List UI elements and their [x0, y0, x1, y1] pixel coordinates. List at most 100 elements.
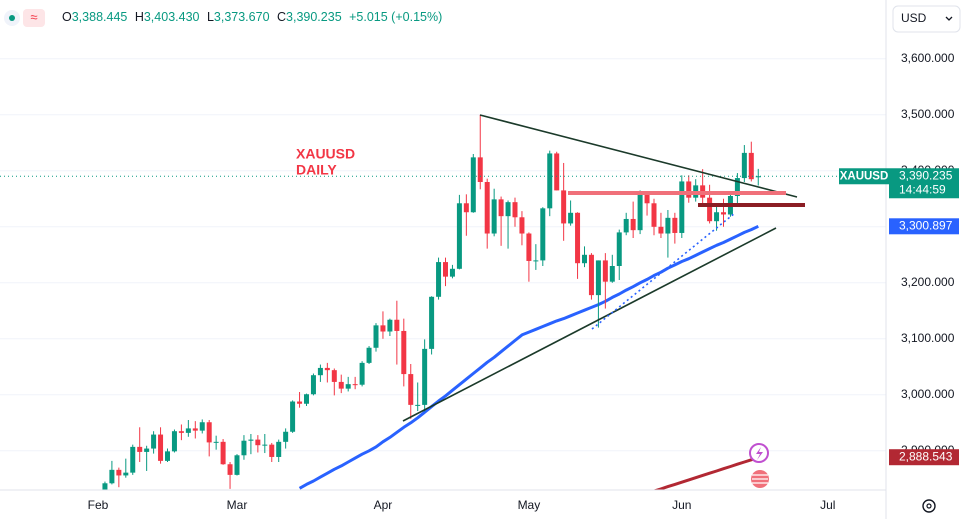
- candle-body: [512, 202, 518, 218]
- candle-body: [317, 367, 323, 376]
- candle-body: [679, 181, 685, 233]
- candle-body: [470, 157, 476, 213]
- dotted-trend: [591, 212, 736, 330]
- candle-body: [297, 401, 303, 404]
- candle-body: [609, 266, 615, 282]
- candle-body: [206, 422, 212, 443]
- candle-body: [755, 176, 761, 178]
- candle-body: [707, 197, 713, 222]
- candle-body: [171, 431, 177, 452]
- candle-body: [540, 208, 546, 261]
- moving-average: [298, 224, 759, 490]
- candle-body: [686, 181, 692, 198]
- candle-body: [220, 441, 226, 465]
- candle-body: [130, 446, 136, 473]
- candle-body: [116, 469, 122, 476]
- candle-body: [137, 446, 143, 452]
- currency: USD: [901, 11, 927, 25]
- last-price-tag: [889, 168, 959, 199]
- candle-body: [721, 212, 726, 215]
- candle-body: [102, 483, 108, 490]
- candle-body: [269, 444, 275, 457]
- candle-body: [290, 401, 296, 432]
- annotation: DAILY: [296, 162, 337, 178]
- candle-body: [588, 254, 594, 296]
- candle-body: [665, 217, 671, 234]
- candle-body: [255, 439, 261, 446]
- candle-body: [429, 296, 435, 349]
- x-tick-label: May: [518, 498, 541, 512]
- moving-average: [653, 455, 759, 490]
- candle-body: [158, 434, 164, 461]
- countdown-text: 14:44:59: [899, 182, 946, 196]
- currency-select[interactable]: [892, 5, 961, 33]
- candle-body: [283, 431, 289, 442]
- badge[interactable]: [23, 9, 45, 27]
- candle-body: [582, 254, 587, 264]
- legend-key: L: [207, 10, 214, 24]
- legend-value: 3,388.445: [72, 10, 128, 24]
- legend-key: C: [277, 10, 286, 24]
- candle-body: [602, 260, 608, 282]
- candle-body: [519, 217, 525, 234]
- candle-body: [491, 199, 497, 234]
- candle-body: [422, 348, 428, 405]
- candle-body: [415, 404, 421, 406]
- candle-body: [672, 217, 678, 233]
- candle-body: [498, 199, 504, 217]
- status-dot: [9, 15, 15, 21]
- candle-body: [310, 375, 316, 395]
- legend-key: O: [62, 10, 72, 24]
- candle-body: [373, 325, 379, 348]
- symbol-tag: [839, 168, 889, 185]
- candle-body: [658, 226, 664, 234]
- dropdown-arrow: [945, 16, 953, 21]
- candle-body: [408, 374, 414, 405]
- x-tick-label: Jul: [820, 498, 835, 512]
- candle-body: [192, 428, 198, 431]
- plot-area: [0, 114, 886, 490]
- trendline: [402, 227, 777, 422]
- candle-body: [401, 330, 407, 375]
- candle-body: [623, 218, 629, 233]
- candle-body: [380, 325, 386, 332]
- y-tick-label: 3,500.000: [901, 107, 955, 121]
- candle-body: [276, 441, 282, 457]
- candle-body: [456, 203, 462, 269]
- candle-body: [185, 428, 191, 433]
- ma-price-tag: [889, 218, 959, 235]
- y-tick-label: 3,000.000: [901, 387, 955, 401]
- candle-body: [547, 153, 553, 209]
- last-price-text: 3,390.235: [899, 168, 953, 182]
- candle-body: [366, 347, 372, 363]
- legend-value: 3,403.430: [144, 10, 200, 24]
- candle-body: [477, 157, 483, 182]
- candle-body: [741, 152, 747, 179]
- settings-icon-center: [926, 503, 932, 509]
- candle-body: [595, 260, 601, 296]
- candle-body: [505, 202, 511, 217]
- candle-body: [644, 194, 650, 204]
- x-tick-label: Mar: [227, 498, 248, 512]
- candle-body: [484, 182, 490, 234]
- candle-body: [561, 190, 567, 224]
- legend-value: 3,373.670: [214, 10, 270, 24]
- candle-body: [338, 381, 344, 389]
- candle-body: [651, 203, 657, 227]
- candle-body: [262, 444, 268, 446]
- symbol-tag-text: XAUUSD: [840, 170, 889, 182]
- candle-body: [345, 384, 351, 389]
- candle-body: [213, 441, 219, 443]
- y-tick-label: 3,100.000: [901, 331, 955, 345]
- ohlc-legend: O3,388.445 H3,403.430 L3,373.670 C3,390.…: [62, 10, 442, 24]
- settings-icon[interactable]: [922, 499, 936, 513]
- candle-body: [151, 434, 157, 449]
- candle-body: [359, 362, 365, 385]
- candle-body: [227, 464, 233, 475]
- legend-change: +5.015 (+0.15%): [349, 10, 442, 24]
- candle-body: [533, 260, 539, 262]
- candle-body: [241, 440, 247, 456]
- candle-body: [630, 218, 636, 231]
- y-tick-label: 3,200.000: [901, 275, 955, 289]
- x-tick-label: Feb: [88, 498, 109, 512]
